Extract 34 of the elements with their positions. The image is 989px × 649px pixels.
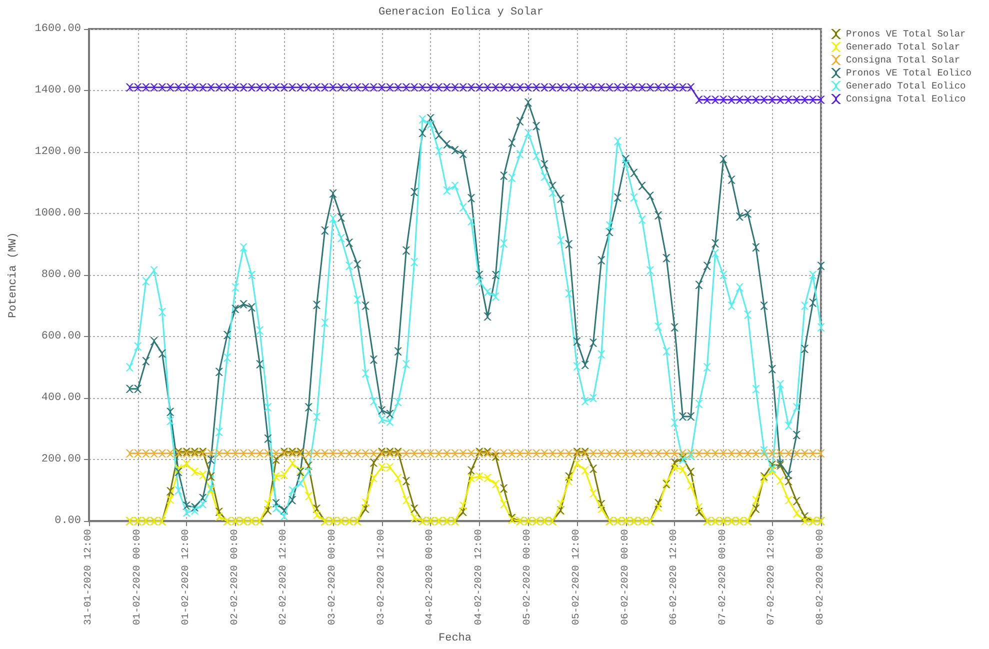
x-tick-label: 03-02-2020 00:00 — [328, 529, 338, 626]
legend-label: Consigna Total Eolico — [846, 94, 966, 104]
x-tick-label: 08-02-2020 00:00 — [816, 529, 826, 626]
legend-label: Pronos VE Total Eolico — [846, 68, 972, 78]
x-tick-label: 03-02-2020 12:00 — [376, 529, 388, 626]
legend-label: Consigna Total Solar — [846, 54, 960, 66]
x-axis-title: Fecha — [438, 632, 472, 644]
x-tick-label: 05-02-2020 00:00 — [522, 529, 534, 626]
y-tick-label: 600.00 — [41, 330, 81, 343]
y-tick-label: 200.00 — [41, 454, 81, 466]
x-tick-label: 07-02-2020 12:00 — [766, 529, 778, 626]
y-tick-label: 400.00 — [41, 392, 81, 404]
y-tick-label: 1200.00 — [34, 146, 81, 158]
y-tick-label: 1600.00 — [34, 23, 81, 35]
x-tick-label: 01-02-2020 00:00 — [132, 529, 144, 626]
y-tick-label: 1000.00 — [34, 208, 81, 220]
x-tick-label: 02-02-2020 12:00 — [278, 529, 290, 626]
x-tick-label: 04-02-2020 12:00 — [474, 529, 485, 626]
legend-label: Pronos VE Total Solar — [846, 28, 966, 40]
x-tick-label: 31-01-2020 12:00 — [84, 529, 94, 626]
x-tick-label: 07-02-2020 00:00 — [718, 529, 729, 626]
y-tick-label: 0.00 — [54, 515, 81, 528]
x-tick-label: 06-02-2020 00:00 — [620, 529, 632, 626]
legend-label: Generado Total Eolico — [846, 80, 966, 92]
x-tick-label: 06-02-2020 12:00 — [669, 529, 680, 626]
chart-title: Generacion Eolica y Solar — [378, 6, 544, 18]
x-tick-label: 02-02-2020 00:00 — [230, 529, 241, 626]
y-axis-title: Potencia (MW) — [8, 232, 20, 318]
x-tick-label: 04-02-2020 00:00 — [425, 529, 436, 626]
x-tick-label: 05-02-2020 12:00 — [572, 529, 582, 626]
x-tick-label: 01-02-2020 12:00 — [181, 529, 192, 626]
legend-label: Generado Total Solar — [846, 42, 960, 52]
y-tick-label: 1400.00 — [34, 84, 81, 97]
y-tick-label: 800.00 — [41, 269, 81, 282]
